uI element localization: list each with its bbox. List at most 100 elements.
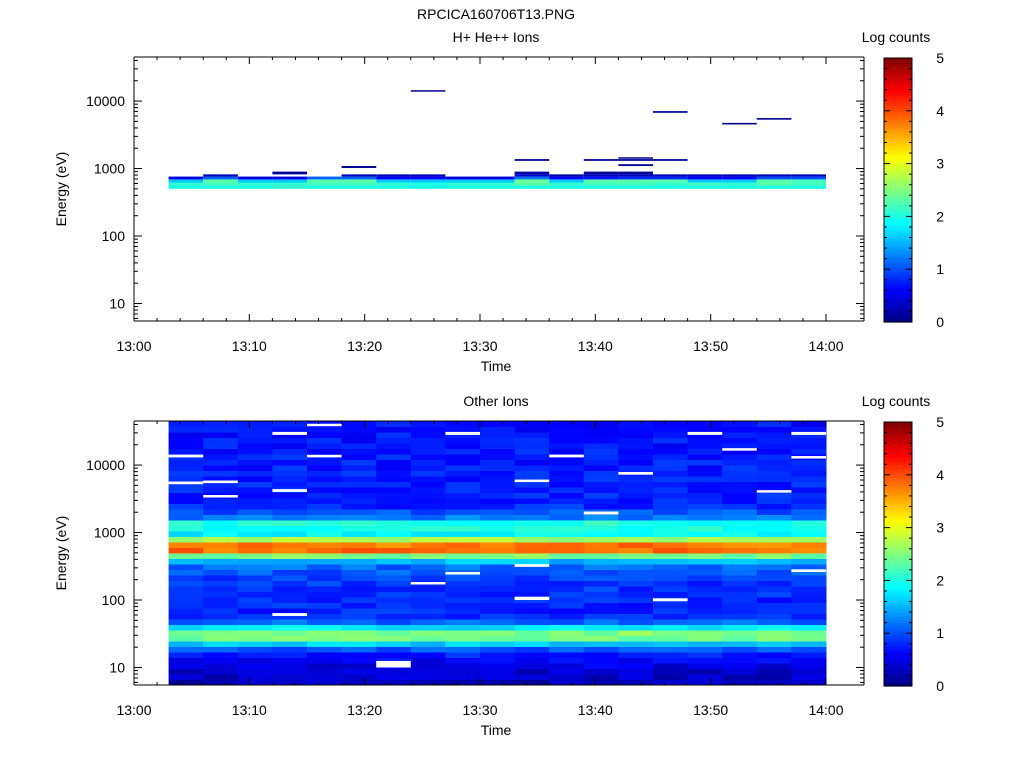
heatmap-cell	[341, 613, 377, 620]
heatmap-cell	[237, 514, 273, 521]
heatmap-cell	[203, 674, 239, 680]
heatmap-cell	[410, 569, 446, 576]
heatmap-cell	[203, 498, 239, 504]
heatmap-cell	[480, 487, 516, 493]
heatmap-cell	[272, 421, 308, 427]
y-tick-label: 10000	[86, 457, 125, 473]
heatmap-cell	[203, 663, 239, 669]
heatmap-cell	[687, 679, 723, 686]
heatmap-cell	[341, 470, 377, 477]
heatmap-cell	[237, 635, 273, 642]
heatmap-cell	[583, 503, 619, 510]
empty-bin	[791, 456, 826, 459]
heatmap-cell	[653, 465, 689, 471]
heatmap-cell	[341, 437, 377, 444]
colorbar-swatch	[884, 155, 912, 159]
heatmap-cell	[722, 176, 757, 180]
heatmap-cell	[722, 421, 758, 427]
heatmap-cell	[341, 630, 377, 636]
heatmap-cell	[307, 465, 343, 471]
colorbar-swatch	[884, 292, 912, 297]
heatmap-cell	[514, 613, 550, 620]
colorbar-swatch	[884, 108, 912, 112]
heatmap-cell	[791, 503, 827, 510]
heatmap-cell	[722, 613, 758, 620]
heatmap-cell	[722, 558, 758, 565]
heatmap-cell	[653, 608, 689, 614]
heatmap-cell	[307, 432, 343, 438]
heatmap-cell	[722, 652, 758, 658]
heatmap-cell	[168, 586, 204, 592]
heatmap-cell	[514, 536, 550, 543]
heatmap-cell	[549, 547, 585, 554]
heatmap-cell	[203, 531, 239, 537]
heatmap-cell	[376, 520, 412, 526]
heatmap-cell	[687, 531, 723, 537]
heatmap-cell	[272, 553, 308, 559]
heatmap-cell	[168, 663, 204, 669]
colorbar-swatch	[884, 63, 912, 67]
heatmap-cell	[376, 536, 412, 543]
colorbar-swatch	[884, 672, 912, 677]
heatmap-cell	[791, 569, 827, 576]
heatmap-cell	[237, 597, 273, 603]
heatmap-cell	[514, 624, 550, 631]
heatmap-cell	[583, 580, 619, 587]
heatmap-cell	[514, 171, 550, 175]
heatmap-cells	[168, 421, 827, 686]
heatmap-cell	[307, 613, 343, 620]
heatmap-cell	[514, 525, 550, 532]
heatmap-cell	[445, 426, 481, 433]
heatmap-cell	[687, 536, 723, 543]
heatmap-cell	[341, 536, 377, 543]
heatmap-cell	[237, 663, 273, 669]
heatmap-cell	[549, 597, 585, 603]
heatmap-cell	[272, 575, 308, 581]
heatmap-cell	[514, 542, 550, 548]
heatmap-cell	[653, 159, 688, 161]
heatmap-cell	[445, 657, 481, 664]
heatmap-cell	[514, 176, 550, 180]
colorbar-swatch	[884, 118, 912, 122]
heatmap-cell	[168, 531, 204, 537]
heatmap-cell	[168, 580, 204, 587]
heatmap-cell	[756, 569, 792, 576]
heatmap-cell	[514, 635, 550, 642]
heatmap-cell	[756, 520, 792, 526]
heatmap-cell	[653, 443, 689, 449]
heatmap-cell	[272, 470, 308, 477]
colorbar-swatch	[884, 205, 912, 210]
heatmap-cell	[791, 575, 827, 581]
colorbar-swatch	[884, 590, 912, 595]
heatmap-cell	[203, 668, 239, 675]
heatmap-cell	[480, 520, 516, 526]
heatmap-cell	[618, 487, 654, 493]
heatmap-cell	[203, 426, 239, 433]
heatmap-cell	[237, 443, 273, 449]
heatmap-cell	[722, 619, 758, 625]
heatmap-cell	[341, 608, 377, 614]
colorbar-swatch	[884, 290, 912, 294]
colorbar-swatch	[884, 532, 912, 537]
heatmap-cell	[687, 635, 723, 642]
heatmap-cell	[756, 602, 792, 609]
heatmap-cell	[549, 602, 585, 609]
heatmap-cell	[791, 553, 827, 559]
heatmap-cell	[307, 481, 343, 488]
heatmap-cell	[410, 454, 446, 460]
heatmap-cell	[722, 635, 758, 642]
colorbar-swatch	[884, 274, 912, 278]
heatmap-cell	[376, 426, 412, 433]
colorbar-swatch	[884, 551, 912, 555]
heatmap-cell	[653, 569, 689, 576]
colorbar-swatch	[884, 168, 912, 173]
colorbar-swatch	[884, 654, 912, 658]
heatmap-cell	[791, 498, 827, 504]
colorbar-swatch	[884, 89, 912, 93]
heatmap-cell	[341, 591, 377, 598]
colorbar-swatch	[884, 311, 912, 315]
empty-bin	[687, 431, 723, 435]
heatmap-cell	[756, 487, 792, 493]
heatmap-cell	[791, 668, 827, 675]
heatmap-cell	[341, 443, 377, 449]
